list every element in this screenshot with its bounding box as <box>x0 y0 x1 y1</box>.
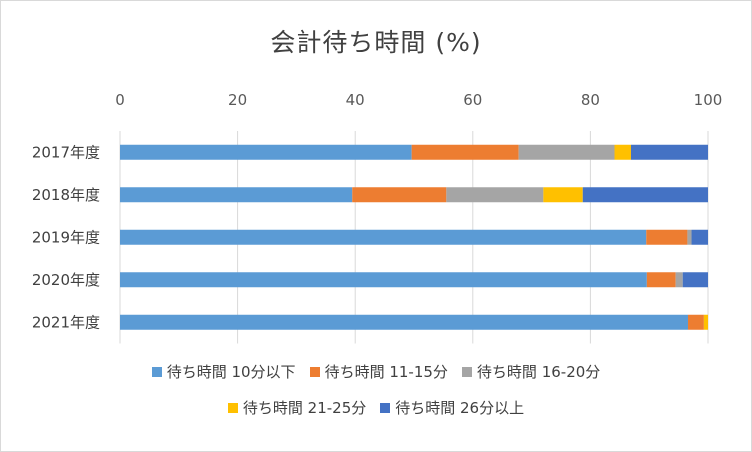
bar-segment <box>543 187 583 203</box>
x-tick-label: 60 <box>463 91 482 109</box>
legend-row: 待ち時間 21-25分 待ち時間 26分以上 <box>1 397 751 418</box>
legend-item: 待ち時間 10分以下 <box>151 361 296 382</box>
category-label: 2019年度 <box>32 228 100 246</box>
legend-label: 待ち時間 16-20分 <box>476 363 601 381</box>
x-tick-label: 80 <box>581 91 600 109</box>
bar-segment <box>352 187 447 203</box>
legend-item: 待ち時間 16-20分 <box>461 361 601 382</box>
legend-label: 待ち時間 11-15分 <box>324 363 448 381</box>
legend-item: 待ち時間 26分以上 <box>380 397 524 418</box>
x-tick-label: 100 <box>694 91 723 109</box>
plot-area: 0 20 40 60 80 100 2017年度 2018年度 2019年度 2020年度 2021… <box>32 91 723 344</box>
bar-segment <box>411 144 519 160</box>
x-tick-label: 40 <box>346 91 365 109</box>
bar-segment <box>120 272 647 288</box>
bar-segment <box>687 229 692 245</box>
bar-segment <box>120 229 647 245</box>
legend-swatch <box>151 366 162 377</box>
x-tick-label: 20 <box>228 91 247 109</box>
legend-label: 待ち時間 26分以上 <box>395 399 525 417</box>
category-label: 2020年度 <box>32 271 100 289</box>
x-tick-label: 0 <box>115 91 125 109</box>
legend-swatch <box>227 402 238 413</box>
legend-swatch <box>461 366 472 377</box>
bar-segment <box>691 229 708 245</box>
legend-label: 待ち時間 10分以下 <box>166 363 296 381</box>
category-label: 2017年度 <box>32 143 100 161</box>
bar-segment <box>120 314 689 330</box>
legend-item: 待ち時間 21-25分 <box>227 397 367 418</box>
bar-segment <box>120 144 412 160</box>
bar-segment <box>688 314 704 330</box>
category-label: 2021年度 <box>32 313 100 331</box>
legend: 待ち時間 10分以下 待ち時間 11-15分 待ち時間 16-20分 待ち時間 21… <box>1 361 751 433</box>
bar-segment <box>518 144 615 160</box>
bar-segment <box>120 187 353 203</box>
legend-label: 待ち時間 21-25分 <box>242 399 367 417</box>
bar-segment <box>614 144 631 160</box>
bar-segment <box>703 314 708 330</box>
bar-segment <box>646 272 676 288</box>
bar-segment <box>675 272 683 288</box>
bar-segment <box>682 272 708 288</box>
legend-swatch <box>380 402 391 413</box>
bar-segment <box>582 187 708 203</box>
bar-segment <box>446 187 544 203</box>
bar-segment <box>646 229 688 245</box>
legend-row: 待ち時間 10分以下 待ち時間 11-15分 待ち時間 16-20分 <box>1 361 751 382</box>
legend-swatch <box>309 366 320 377</box>
category-label: 2018年度 <box>32 186 100 204</box>
bar-segment <box>630 144 708 160</box>
legend-item: 待ち時間 11-15分 <box>309 361 448 382</box>
chart-title: 会計待ち時間 (%) <box>270 28 482 57</box>
